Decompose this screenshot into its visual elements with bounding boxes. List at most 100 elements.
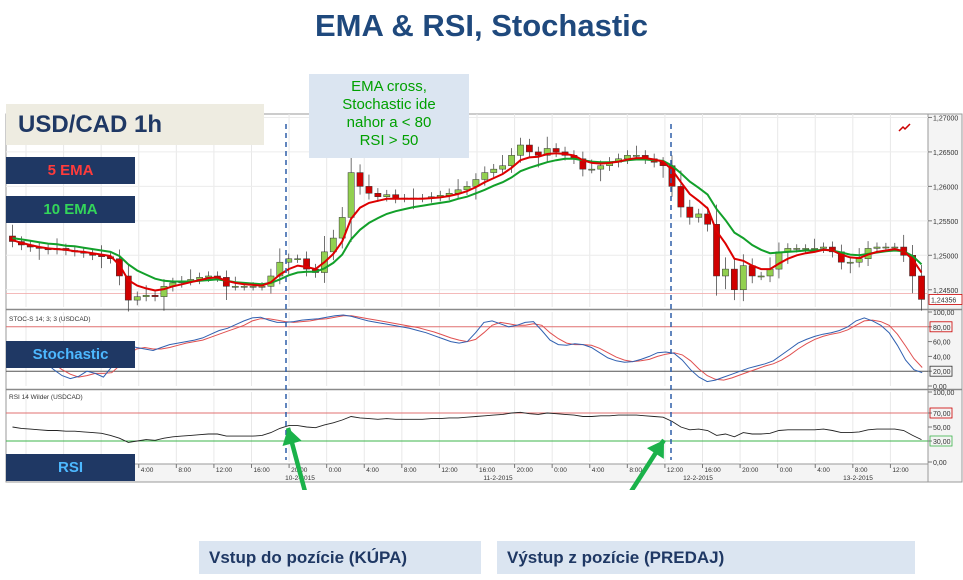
candle xyxy=(766,268,774,277)
candle xyxy=(820,246,827,249)
candle xyxy=(329,237,337,253)
y-tick-label: 1,24500 xyxy=(933,288,958,295)
candle xyxy=(508,155,515,166)
y-tick-label: 100,00 xyxy=(933,390,955,397)
candle xyxy=(588,168,596,171)
candle xyxy=(347,172,355,218)
x-tick-label: 0:00 xyxy=(329,467,342,474)
x-tick-label: 8:00 xyxy=(629,467,642,474)
candle xyxy=(802,248,810,250)
chart-area: 1,27000 1,26500 1,26000 1,25500 1,25000 1,245… xyxy=(0,102,963,542)
chart-frame xyxy=(5,113,929,483)
candle xyxy=(918,275,925,300)
level-box xyxy=(929,407,953,419)
candle xyxy=(731,268,738,291)
candle xyxy=(276,261,284,277)
candle xyxy=(365,186,373,194)
candle xyxy=(597,165,605,170)
candle xyxy=(775,251,783,270)
note-line: EMA cross, xyxy=(351,78,427,95)
x-tick-label: 4:00 xyxy=(141,467,154,474)
candle xyxy=(338,217,346,239)
x-tick-label: 12:00 xyxy=(441,467,458,474)
candle xyxy=(490,168,498,173)
x-tick-label: 4:00 xyxy=(592,467,605,474)
note-line: RSI > 50 xyxy=(359,132,419,149)
candle xyxy=(543,148,551,156)
y-tick-label: 40,00 xyxy=(933,354,951,361)
candle xyxy=(722,268,729,277)
candle xyxy=(142,295,150,297)
x-tick-label: 20:00 xyxy=(742,467,759,474)
ema10-label: 10 EMA xyxy=(6,196,135,223)
y-tick-label: 30,00 xyxy=(933,439,951,446)
candle xyxy=(757,275,765,278)
candle xyxy=(526,144,533,153)
candle xyxy=(695,213,703,218)
buy-entry-caption: Vstup do pozície (KÚPA) xyxy=(199,541,481,574)
x-tick-label: 16:00 xyxy=(479,467,496,474)
y-tick-label: 70,00 xyxy=(933,411,951,418)
x-tick-label: 8:00 xyxy=(404,467,417,474)
y-tick-label: 80,00 xyxy=(933,325,951,332)
candle xyxy=(811,248,818,250)
candle xyxy=(891,246,899,249)
x-tick-label: 8:00 xyxy=(178,467,191,474)
y-tick-label: 0,00 xyxy=(933,384,947,391)
x-tick-label: 4:00 xyxy=(817,467,830,474)
y-tick-label: 1,27000 xyxy=(933,115,958,122)
x-tick-label: 20:00 xyxy=(517,467,534,474)
ema10-line xyxy=(12,157,923,286)
y-tick-label: 50,00 xyxy=(933,425,951,432)
candle xyxy=(463,186,471,191)
x-tick-label: 0:00 xyxy=(780,467,793,474)
x-tick-label: 12:00 xyxy=(216,467,233,474)
candle xyxy=(356,172,364,187)
candle xyxy=(160,286,168,297)
chart-logo-icon xyxy=(898,123,911,132)
y-tick-label: 100,00 xyxy=(933,310,955,317)
candle xyxy=(534,151,542,156)
x-tick-label: 4:00 xyxy=(366,467,379,474)
ema-cross-note: EMA cross, Stochastic ide nahor a < 80 R… xyxy=(309,74,469,158)
candle xyxy=(793,248,801,250)
ema5-label: 5 EMA xyxy=(6,157,135,184)
candle xyxy=(481,172,489,180)
candle xyxy=(552,148,560,153)
date-tick-label: 11-2-2015 xyxy=(483,475,513,482)
candle xyxy=(713,224,720,277)
note-line: Stochastic ide xyxy=(342,96,436,113)
candle xyxy=(499,165,507,170)
y-tick-label: 1,26000 xyxy=(933,184,958,191)
level-box xyxy=(929,365,953,377)
candle xyxy=(231,286,239,288)
rsi-title: RSI 14 Wilder (USDCAD) xyxy=(9,394,83,401)
pair-label: USD/CAD 1h xyxy=(6,104,264,145)
buy-arrow-head xyxy=(282,428,302,447)
date-tick-label: 12-2-2015 xyxy=(683,475,713,482)
y-tick-label: 1,25500 xyxy=(933,219,958,226)
stochastic-k-line xyxy=(12,314,923,383)
y-tick-label: 60,00 xyxy=(933,340,951,347)
candle xyxy=(303,258,310,270)
x-tick-label: 0:00 xyxy=(554,467,567,474)
x-tick-label: 12:00 xyxy=(667,467,684,474)
ema5-line xyxy=(12,152,923,292)
candle xyxy=(240,286,248,288)
sell-arrow-head xyxy=(646,440,664,459)
candle xyxy=(151,295,159,297)
candle xyxy=(739,265,747,291)
date-tick-label: 13-2-2015 xyxy=(843,475,873,482)
y-tick-label: 1,26500 xyxy=(933,150,958,157)
last-price-label: 1,24356 xyxy=(931,297,956,304)
y-tick-label: 1,25000 xyxy=(933,253,958,260)
sell-exit-caption: Výstup z pozície (PREDAJ) xyxy=(497,541,915,574)
candle xyxy=(294,258,302,260)
candle xyxy=(383,194,391,197)
rsi-label: RSI xyxy=(6,454,135,481)
x-tick-label: 16:00 xyxy=(705,467,722,474)
candle xyxy=(632,155,640,157)
last-price-box xyxy=(928,294,963,305)
y-tick-label: 20,00 xyxy=(933,369,951,376)
candle xyxy=(517,144,524,156)
